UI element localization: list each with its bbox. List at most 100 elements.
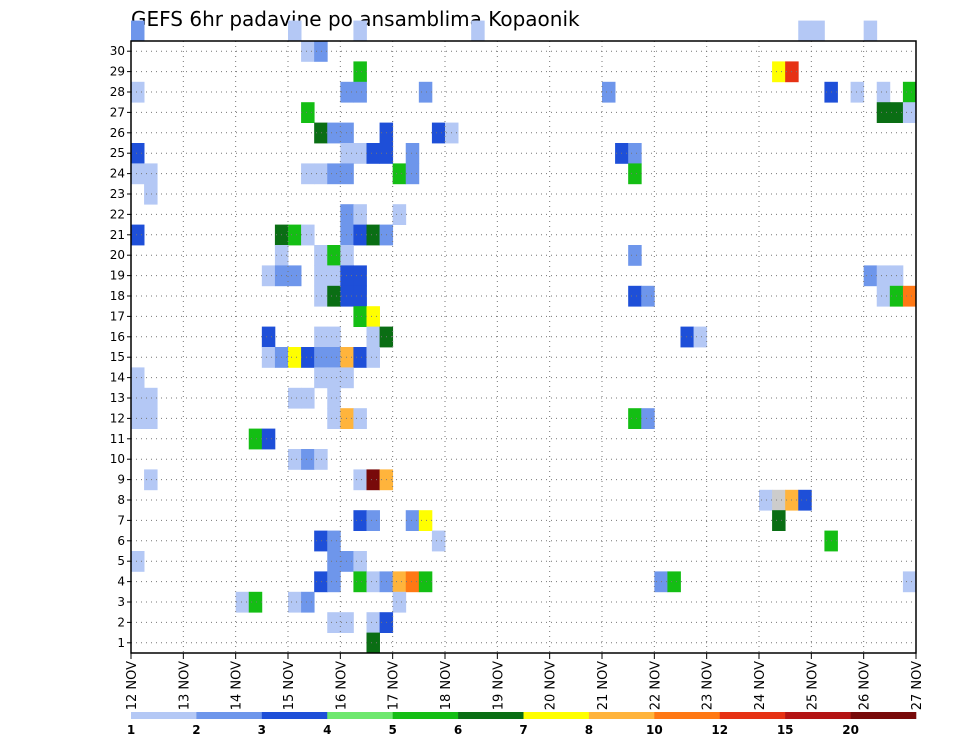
- precip-cell: [340, 122, 354, 144]
- precip-cell: [144, 408, 158, 429]
- precip-cell: [405, 163, 420, 185]
- precip-cell: [288, 20, 302, 42]
- precip-cell: [327, 551, 341, 572]
- precip-cell: [327, 612, 341, 633]
- colorbar-label: 4: [323, 723, 331, 737]
- precip-cell: [680, 326, 694, 348]
- precip-cell: [798, 20, 812, 42]
- colorbar-label: 5: [388, 723, 396, 737]
- precip-cell: [314, 285, 328, 307]
- precip-cell: [340, 143, 354, 164]
- precip-cell: [327, 163, 341, 185]
- precip-cell: [902, 285, 917, 307]
- precip-cell: [288, 591, 302, 613]
- precip-cell: [301, 163, 315, 185]
- precip-cell: [288, 347, 302, 368]
- colorbar-label: 7: [519, 723, 527, 737]
- x-axis: 12 NOV 13 NOV 14 NOV 15 NOV 16 NOV 17 NOV 18 N…: [125, 653, 925, 710]
- y-tick-label: 21: [110, 228, 125, 242]
- precip-cell: [902, 81, 917, 103]
- x-tick-label: 14 NOV: [230, 661, 245, 710]
- colorbar-segment: [196, 712, 263, 719]
- colorbar-label: 10: [646, 723, 663, 737]
- precip-cell: [353, 265, 367, 287]
- precip-cell: [288, 449, 302, 470]
- precip-cell: [366, 510, 380, 531]
- precip-cell: [248, 591, 263, 613]
- precip-cell: [798, 489, 812, 511]
- colorbar-segment: [785, 712, 851, 719]
- x-tick-label: 27 NOV: [910, 661, 925, 710]
- y-tick-label: 11: [110, 432, 125, 446]
- y-tick-label: 29: [110, 65, 125, 79]
- y-tick-label: 15: [110, 350, 125, 364]
- y-axis: 1234567891011121314151617181920212223242…: [110, 44, 131, 650]
- colorbar-label: 12: [711, 723, 728, 737]
- precip-cell: [431, 530, 446, 552]
- x-tick-label: 22 NOV: [648, 661, 663, 710]
- precip-cell: [314, 41, 328, 62]
- colorbar-label: 8: [585, 723, 593, 737]
- precip-cell: [628, 408, 642, 429]
- precip-cell: [261, 428, 276, 450]
- x-tick-label: 21 NOV: [596, 661, 611, 710]
- colorbar-label: 3: [258, 723, 266, 737]
- precip-cell: [144, 163, 158, 185]
- precip-cell: [340, 81, 354, 103]
- precip-cell: [327, 285, 341, 307]
- precip-cell: [353, 285, 367, 307]
- cells-layer: [131, 20, 917, 654]
- y-tick-label: 14: [110, 371, 125, 385]
- precip-cell: [301, 224, 315, 246]
- precip-cell: [327, 367, 341, 389]
- precip-cell: [353, 510, 367, 531]
- colorbar: 1 2 3 4 5 6 7 8 10 12 15 20: [127, 712, 917, 737]
- precip-cell: [667, 571, 681, 593]
- y-tick-label: 12: [110, 411, 125, 425]
- precip-cell: [353, 61, 367, 83]
- precip-cell: [248, 428, 263, 450]
- precip-cell: [392, 163, 407, 185]
- precip-cell: [811, 20, 825, 42]
- precip-cell: [366, 326, 380, 348]
- precip-cell: [850, 81, 865, 103]
- precip-cell: [327, 265, 341, 287]
- precip-cell: [288, 265, 302, 287]
- precip-cell: [314, 347, 328, 368]
- precip-cell: [131, 20, 145, 42]
- precip-cell: [261, 265, 276, 287]
- precip-cell: [340, 204, 354, 225]
- precip-cell: [405, 510, 420, 531]
- precip-cell: [876, 102, 891, 123]
- precip-cell: [261, 326, 276, 348]
- precip-cell: [628, 163, 642, 185]
- precip-cell: [431, 122, 446, 144]
- precip-cell: [366, 143, 380, 164]
- precip-cell: [340, 265, 354, 287]
- precip-cell: [628, 143, 642, 164]
- precip-cell: [902, 571, 917, 593]
- colorbar-segment: [654, 712, 721, 719]
- precip-cell: [314, 530, 328, 552]
- x-tick-label: 20 NOV: [544, 661, 559, 710]
- precip-cell: [876, 81, 891, 103]
- precip-cell: [772, 61, 786, 83]
- colorbar-segment: [523, 712, 590, 719]
- precip-cell: [863, 265, 878, 287]
- precip-cell: [366, 571, 380, 593]
- precip-cell: [628, 285, 642, 307]
- precip-cell: [144, 469, 158, 491]
- precip-cell: [772, 489, 786, 511]
- y-tick-label: 19: [110, 269, 125, 283]
- precip-cell: [366, 224, 380, 246]
- precip-cell: [392, 204, 407, 225]
- precip-cell: [301, 102, 315, 123]
- x-tick-label: 23 NOV: [701, 661, 716, 710]
- colorbar-segment: [327, 712, 393, 719]
- y-tick-label: 27: [110, 105, 125, 119]
- precip-cell: [340, 612, 354, 633]
- precip-cell: [876, 265, 891, 287]
- precip-cell: [131, 143, 145, 164]
- precip-cell: [392, 591, 407, 613]
